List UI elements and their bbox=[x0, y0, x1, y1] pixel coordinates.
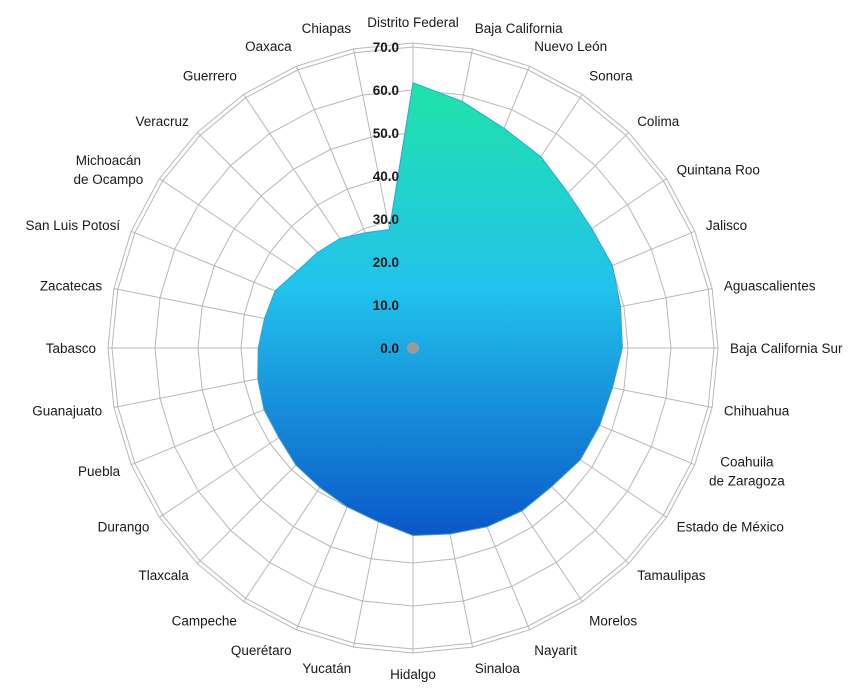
category-label: Distrito Federal bbox=[367, 15, 459, 30]
category-label: Jalisco bbox=[706, 218, 747, 233]
category-label: Sonora bbox=[589, 68, 633, 83]
tick-label: 0.0 bbox=[380, 341, 399, 356]
data-point bbox=[389, 229, 391, 231]
data-point bbox=[449, 533, 451, 535]
category-label: Querétaro bbox=[231, 643, 292, 658]
data-point bbox=[486, 526, 488, 528]
category-label: Michoacán de Ocampo bbox=[74, 153, 144, 187]
category-label: Puebla bbox=[78, 464, 121, 479]
data-point bbox=[319, 487, 321, 489]
data-point bbox=[591, 228, 593, 230]
data-point bbox=[521, 510, 523, 512]
data-point bbox=[257, 347, 259, 349]
category-label: Sinaloa bbox=[475, 661, 521, 676]
data-point bbox=[263, 409, 265, 411]
data-point bbox=[622, 347, 624, 349]
category-label: Chihuahua bbox=[724, 404, 790, 419]
category-label: Chiapas bbox=[302, 21, 352, 36]
tick-label: 60.0 bbox=[373, 83, 399, 98]
radial-tick-labels: 0.0 10.0 20.0 30.0 40.0 50.0 60.0 70.0 bbox=[373, 40, 399, 356]
category-label: Tamaulipas bbox=[637, 568, 706, 583]
category-label: Aguascalientes bbox=[724, 278, 816, 293]
tick-label: 40.0 bbox=[373, 169, 399, 184]
data-point bbox=[365, 232, 367, 234]
data-point bbox=[297, 270, 299, 272]
data-point bbox=[339, 238, 341, 240]
category-label: Durango bbox=[98, 519, 150, 534]
data-point bbox=[274, 290, 276, 292]
category-label: Quintana Roo bbox=[677, 163, 760, 178]
grid-ring bbox=[154, 89, 672, 607]
data-point bbox=[551, 486, 553, 488]
grid-ring bbox=[111, 46, 715, 650]
series-area bbox=[257, 82, 623, 537]
category-label: Guanajuato bbox=[32, 404, 102, 419]
category-label: Nayarit bbox=[534, 643, 577, 658]
category-label: Campeche bbox=[172, 614, 237, 629]
category-label: Tabasco bbox=[46, 341, 96, 356]
data-point bbox=[295, 464, 297, 466]
category-label: Estado de México bbox=[677, 519, 784, 534]
category-label: Veracruz bbox=[136, 114, 190, 129]
data-point bbox=[612, 265, 614, 267]
center-marker bbox=[407, 342, 419, 354]
category-labels: Distrito Federal Baja California Nuevo Leó… bbox=[26, 15, 844, 682]
data-point bbox=[540, 156, 542, 158]
data-point bbox=[461, 101, 463, 103]
data-point bbox=[620, 306, 622, 308]
tick-label: 20.0 bbox=[373, 255, 399, 270]
category-label: Morelos bbox=[589, 614, 637, 629]
category-label: Guerrero bbox=[183, 68, 237, 83]
tick-label: 50.0 bbox=[373, 126, 399, 141]
category-label: Colima bbox=[637, 114, 680, 129]
tick-label: 10.0 bbox=[373, 298, 399, 313]
data-point bbox=[503, 128, 505, 130]
data-point bbox=[264, 318, 266, 320]
category-label: San Luis Potosí bbox=[26, 218, 121, 233]
data-point bbox=[580, 459, 582, 461]
data-point bbox=[378, 521, 380, 523]
grid-ring-outer bbox=[107, 42, 719, 654]
data-point bbox=[346, 506, 348, 508]
data-point bbox=[317, 252, 319, 254]
category-label: Nuevo León bbox=[534, 39, 607, 54]
data-point bbox=[567, 192, 569, 194]
data-point bbox=[257, 378, 259, 380]
tick-label: 30.0 bbox=[373, 212, 399, 227]
category-label: Yucatán bbox=[302, 661, 351, 676]
data-point bbox=[599, 425, 601, 427]
data-point bbox=[412, 82, 414, 84]
category-label: Baja California Sur bbox=[730, 341, 843, 356]
tick-label: 70.0 bbox=[373, 40, 399, 55]
category-label: Tlaxcala bbox=[139, 568, 190, 583]
category-label: Hidalgo bbox=[390, 667, 436, 682]
category-label: Baja California bbox=[475, 21, 563, 36]
category-label: Coahuila de Zaragoza bbox=[709, 454, 785, 488]
category-label: Zacatecas bbox=[40, 278, 103, 293]
category-label: Oaxaca bbox=[245, 39, 292, 54]
data-point bbox=[412, 535, 414, 537]
data-point bbox=[278, 437, 280, 439]
data-point bbox=[612, 387, 614, 389]
